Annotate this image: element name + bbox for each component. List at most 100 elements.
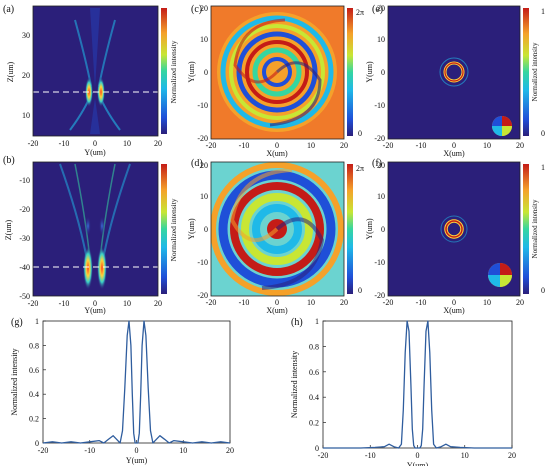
panel-d-label: (d): [191, 158, 203, 169]
tick-label: 10: [123, 299, 131, 308]
tick-label: -20: [28, 299, 39, 308]
y-axis-label: Normalized intensity: [290, 351, 299, 418]
panel-a-frame: [32, 5, 159, 137]
y-tick-label: 0.2: [309, 419, 319, 428]
tick-label: 10: [377, 35, 385, 44]
tick-label: -20: [197, 134, 208, 143]
y-tick-label: 0.4: [309, 393, 319, 402]
plot-frame: [322, 320, 513, 449]
panel-f-inset-icon: [488, 263, 512, 287]
x-tick-label: 10: [461, 451, 469, 460]
tick-label: -10: [197, 101, 208, 110]
x-axis-label: X(um): [443, 306, 465, 315]
tick-label: 20: [516, 298, 524, 307]
y-tick-label: 0.6: [309, 368, 319, 377]
tick-label: -20: [383, 298, 394, 307]
tick-label: 20: [377, 4, 385, 13]
series-line: [323, 320, 512, 449]
colorbar-bottom-label: 0: [541, 286, 545, 295]
tick-label: 0: [93, 139, 97, 148]
tick-label: 20: [200, 161, 208, 170]
x-tick-label: -20: [318, 451, 329, 460]
panel-f: (f) -20 -10 0 10 20 -20 -10 0 10 20 X(um…: [365, 158, 545, 315]
x-tick-label: 20: [508, 451, 516, 460]
y-tick-label: 0.4: [29, 390, 39, 399]
colorbar-top-label: 2π: [356, 164, 364, 173]
tick-label: 10: [377, 192, 385, 201]
tick-label: 10: [200, 192, 208, 201]
series-line: [42, 320, 231, 444]
tick-label: -10: [59, 299, 70, 308]
tick-label: 10: [123, 139, 131, 148]
tick-label: 20: [516, 141, 524, 150]
x-tick-label: 10: [179, 446, 187, 455]
tick-label: -20: [383, 141, 394, 150]
tick-label: 20: [154, 299, 162, 308]
x-axis-label: Y(um): [407, 461, 429, 466]
panel-b-beam: [59, 163, 131, 290]
panel-e-inset-icon: [492, 116, 512, 136]
tick-label: 0: [381, 68, 385, 77]
panel-label: (h): [291, 317, 303, 328]
panel-c-colorbar: [347, 8, 353, 136]
tick-label: -20: [374, 134, 385, 143]
tick-label: -40: [19, 263, 30, 272]
panel-label: (g): [11, 317, 23, 328]
panel-e-label: (e): [372, 4, 383, 15]
colorbar-bottom-label: 0: [358, 129, 362, 138]
tick-label: 20: [377, 161, 385, 170]
tick-label: 20: [22, 71, 30, 80]
panel-c-spiral: [217, 12, 337, 132]
x-tick-label: 0: [416, 451, 420, 460]
y-axis-label: Y(um): [365, 218, 374, 240]
panel-a-image: [33, 6, 158, 136]
panel-c: (c) -20 -10 0 10 20 -20 -10 0 10 20 X(um…: [187, 4, 364, 158]
tick-label: -50: [19, 292, 30, 301]
tick-label: -20: [197, 291, 208, 300]
tick-label: -10: [19, 176, 30, 185]
panel-c-label: (c): [191, 4, 202, 15]
x-tick-label: -10: [365, 451, 376, 460]
colorbar-top-label: 1: [541, 163, 545, 172]
panel-d: (d) -20 -10 0 10 20 -20 -10 0 10 20 X(um…: [187, 158, 364, 315]
tick-label: 0: [275, 141, 279, 150]
panel-b-image: [33, 162, 158, 296]
tick-label: 0: [275, 298, 279, 307]
tick-label: -20: [28, 139, 39, 148]
colorbar-bottom-label: 0: [541, 129, 545, 138]
tick-label: -20: [19, 205, 30, 214]
colorbar-label: Normalized intensity: [531, 199, 539, 258]
tick-label: 0: [452, 298, 456, 307]
y-axis-label: Normalized intensity: [10, 348, 19, 415]
colorbar-label: Normalized intensity: [169, 198, 178, 261]
y-tick-label: 0.2: [29, 415, 39, 424]
y-tick-label: 0.6: [29, 366, 39, 375]
tick-label: 0: [381, 225, 385, 234]
tick-label: 10: [200, 35, 208, 44]
panel-f-colorbar: [523, 164, 529, 294]
tick-label: 20: [200, 4, 208, 13]
tick-label: -20: [206, 141, 217, 150]
x-tick-label: 20: [226, 446, 234, 455]
x-tick-label: -20: [38, 446, 49, 455]
panel-d-spiral: [211, 162, 344, 296]
tick-label: 20: [340, 298, 348, 307]
tick-label: 20: [340, 141, 348, 150]
y-tick-label: 1: [35, 317, 39, 326]
x-axis-label: X(um): [266, 149, 288, 158]
tick-label: -10: [374, 258, 385, 267]
plot-frame: [42, 320, 231, 444]
tick-label: -10: [239, 141, 250, 150]
y-tick-label: 0.8: [29, 341, 39, 350]
panel-e-image: [388, 6, 520, 139]
panel-b-colorbar: [161, 164, 167, 294]
tick-label: 10: [483, 298, 491, 307]
tick-label: -30: [19, 234, 30, 243]
tick-label: 10: [22, 111, 30, 120]
panel-b-frame: [32, 161, 159, 297]
x-tick-label: -10: [84, 446, 95, 455]
tick-label: -20: [374, 291, 385, 300]
tick-label: 30: [22, 31, 30, 40]
y-axis-label: Y(um): [365, 61, 374, 83]
